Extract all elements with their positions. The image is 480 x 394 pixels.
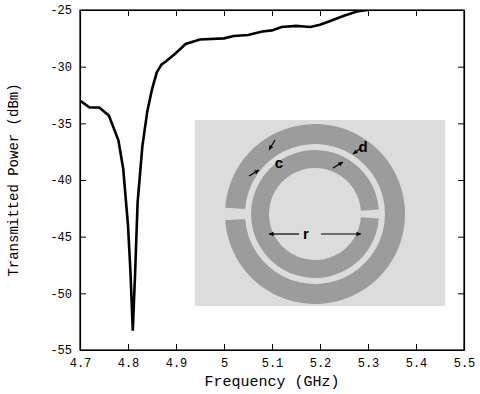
tick: -35 — [50, 118, 86, 132]
tick-mark — [80, 123, 86, 124]
tick-label: 4.7 — [70, 357, 92, 371]
tick — [458, 123, 464, 124]
tick: 5.3 — [358, 344, 380, 371]
tick-mark — [176, 344, 177, 350]
tick — [320, 10, 321, 16]
arrow-c-head — [269, 145, 273, 150]
tick — [458, 293, 464, 294]
tick-mark — [368, 10, 369, 16]
annotation: c — [275, 154, 283, 171]
tick-mark — [80, 67, 86, 68]
arrow-c-head — [254, 170, 259, 174]
y-axis-title: Transmitted Power (dBm) — [6, 83, 22, 276]
tick — [224, 10, 225, 16]
arrow-d-head — [338, 162, 343, 166]
tick: -40 — [50, 174, 86, 188]
annotation: d — [358, 138, 367, 155]
tick: -30 — [50, 61, 86, 75]
arrow-d — [333, 162, 343, 168]
tick-label: 5.5 — [454, 357, 476, 371]
tick-label: 5.4 — [406, 357, 428, 371]
tick-label: -25 — [50, 4, 72, 18]
tick-label: 5.2 — [310, 357, 332, 371]
tick — [368, 10, 369, 16]
annotation: r — [303, 225, 309, 242]
tick-mark — [80, 237, 86, 238]
tick-label: -45 — [50, 231, 72, 245]
tick-mark — [320, 344, 321, 350]
tick — [458, 67, 464, 68]
tick-mark — [80, 180, 86, 181]
tick-mark — [80, 293, 86, 294]
inset-image: c d r — [195, 120, 445, 306]
tick: 5.4 — [406, 344, 428, 371]
tick — [458, 237, 464, 238]
tick: -45 — [50, 231, 86, 245]
tick-mark — [272, 10, 273, 16]
tick-label: 4.9 — [166, 357, 188, 371]
tick-mark — [320, 10, 321, 16]
tick: 5.1 — [262, 344, 284, 371]
tick — [458, 180, 464, 181]
tick-label: -35 — [50, 118, 72, 132]
tick-mark — [416, 10, 417, 16]
outer-ring — [225, 124, 405, 304]
tick-label: -30 — [50, 61, 72, 75]
plot-frame — [80, 10, 464, 350]
x-axis: 4.7 4.8 4.9 5 5.1 5.2 5.3 5.4 5.5 — [70, 344, 476, 371]
tick-mark — [272, 344, 273, 350]
tick — [272, 10, 273, 16]
y-axis: -55 -50 -45 -40 -35 -30 -25 — [50, 4, 86, 358]
tick-mark — [128, 10, 129, 16]
tick-label: 5 — [221, 357, 228, 371]
tick-mark — [458, 180, 464, 181]
inner-ring — [251, 150, 379, 278]
inset-background — [195, 120, 445, 306]
tick: 5.2 — [310, 344, 332, 371]
tick — [176, 10, 177, 16]
tick-mark — [416, 344, 417, 350]
tick: -55 — [50, 344, 86, 358]
tick-mark — [458, 123, 464, 124]
arrow-c — [249, 170, 259, 176]
tick-label: 5.1 — [262, 357, 284, 371]
tick: -50 — [50, 288, 86, 302]
tick-label: -40 — [50, 174, 72, 188]
tick: 5 — [221, 344, 228, 371]
arrow-r-head — [356, 232, 361, 236]
tick-mark — [458, 67, 464, 68]
arrow-r — [321, 233, 361, 234]
arrow-d-head — [353, 150, 358, 154]
tick: 4.9 — [166, 344, 188, 371]
tick-label: 4.8 — [118, 357, 140, 371]
arrow-r-head — [269, 232, 274, 236]
plot-area: 4.7 4.8 4.9 5 5.1 5.2 5.3 5.4 5.5 -55 -50 -45 -40 -35… — [50, 4, 475, 370]
arrow-c — [269, 140, 275, 150]
tick-mark — [458, 237, 464, 238]
tick — [128, 10, 129, 16]
x-axis-title: Frequency (GHz) — [204, 374, 339, 391]
tick-mark — [224, 344, 225, 350]
chart: 4.7 4.8 4.9 5 5.1 5.2 5.3 5.4 5.5 -55 -50 -45 -40 -35… — [0, 0, 480, 394]
x-axis-top — [81, 10, 465, 16]
tick-mark — [458, 293, 464, 294]
tick-mark — [224, 10, 225, 16]
tick-label: -55 — [50, 344, 72, 358]
tick: 4.8 — [118, 344, 140, 371]
tick — [416, 10, 417, 16]
tick-mark — [176, 10, 177, 16]
tick-mark — [368, 344, 369, 350]
tick-mark — [128, 344, 129, 350]
tick-label: 5.3 — [358, 357, 380, 371]
tick-label: -50 — [50, 288, 72, 302]
tick: -25 — [50, 4, 86, 18]
